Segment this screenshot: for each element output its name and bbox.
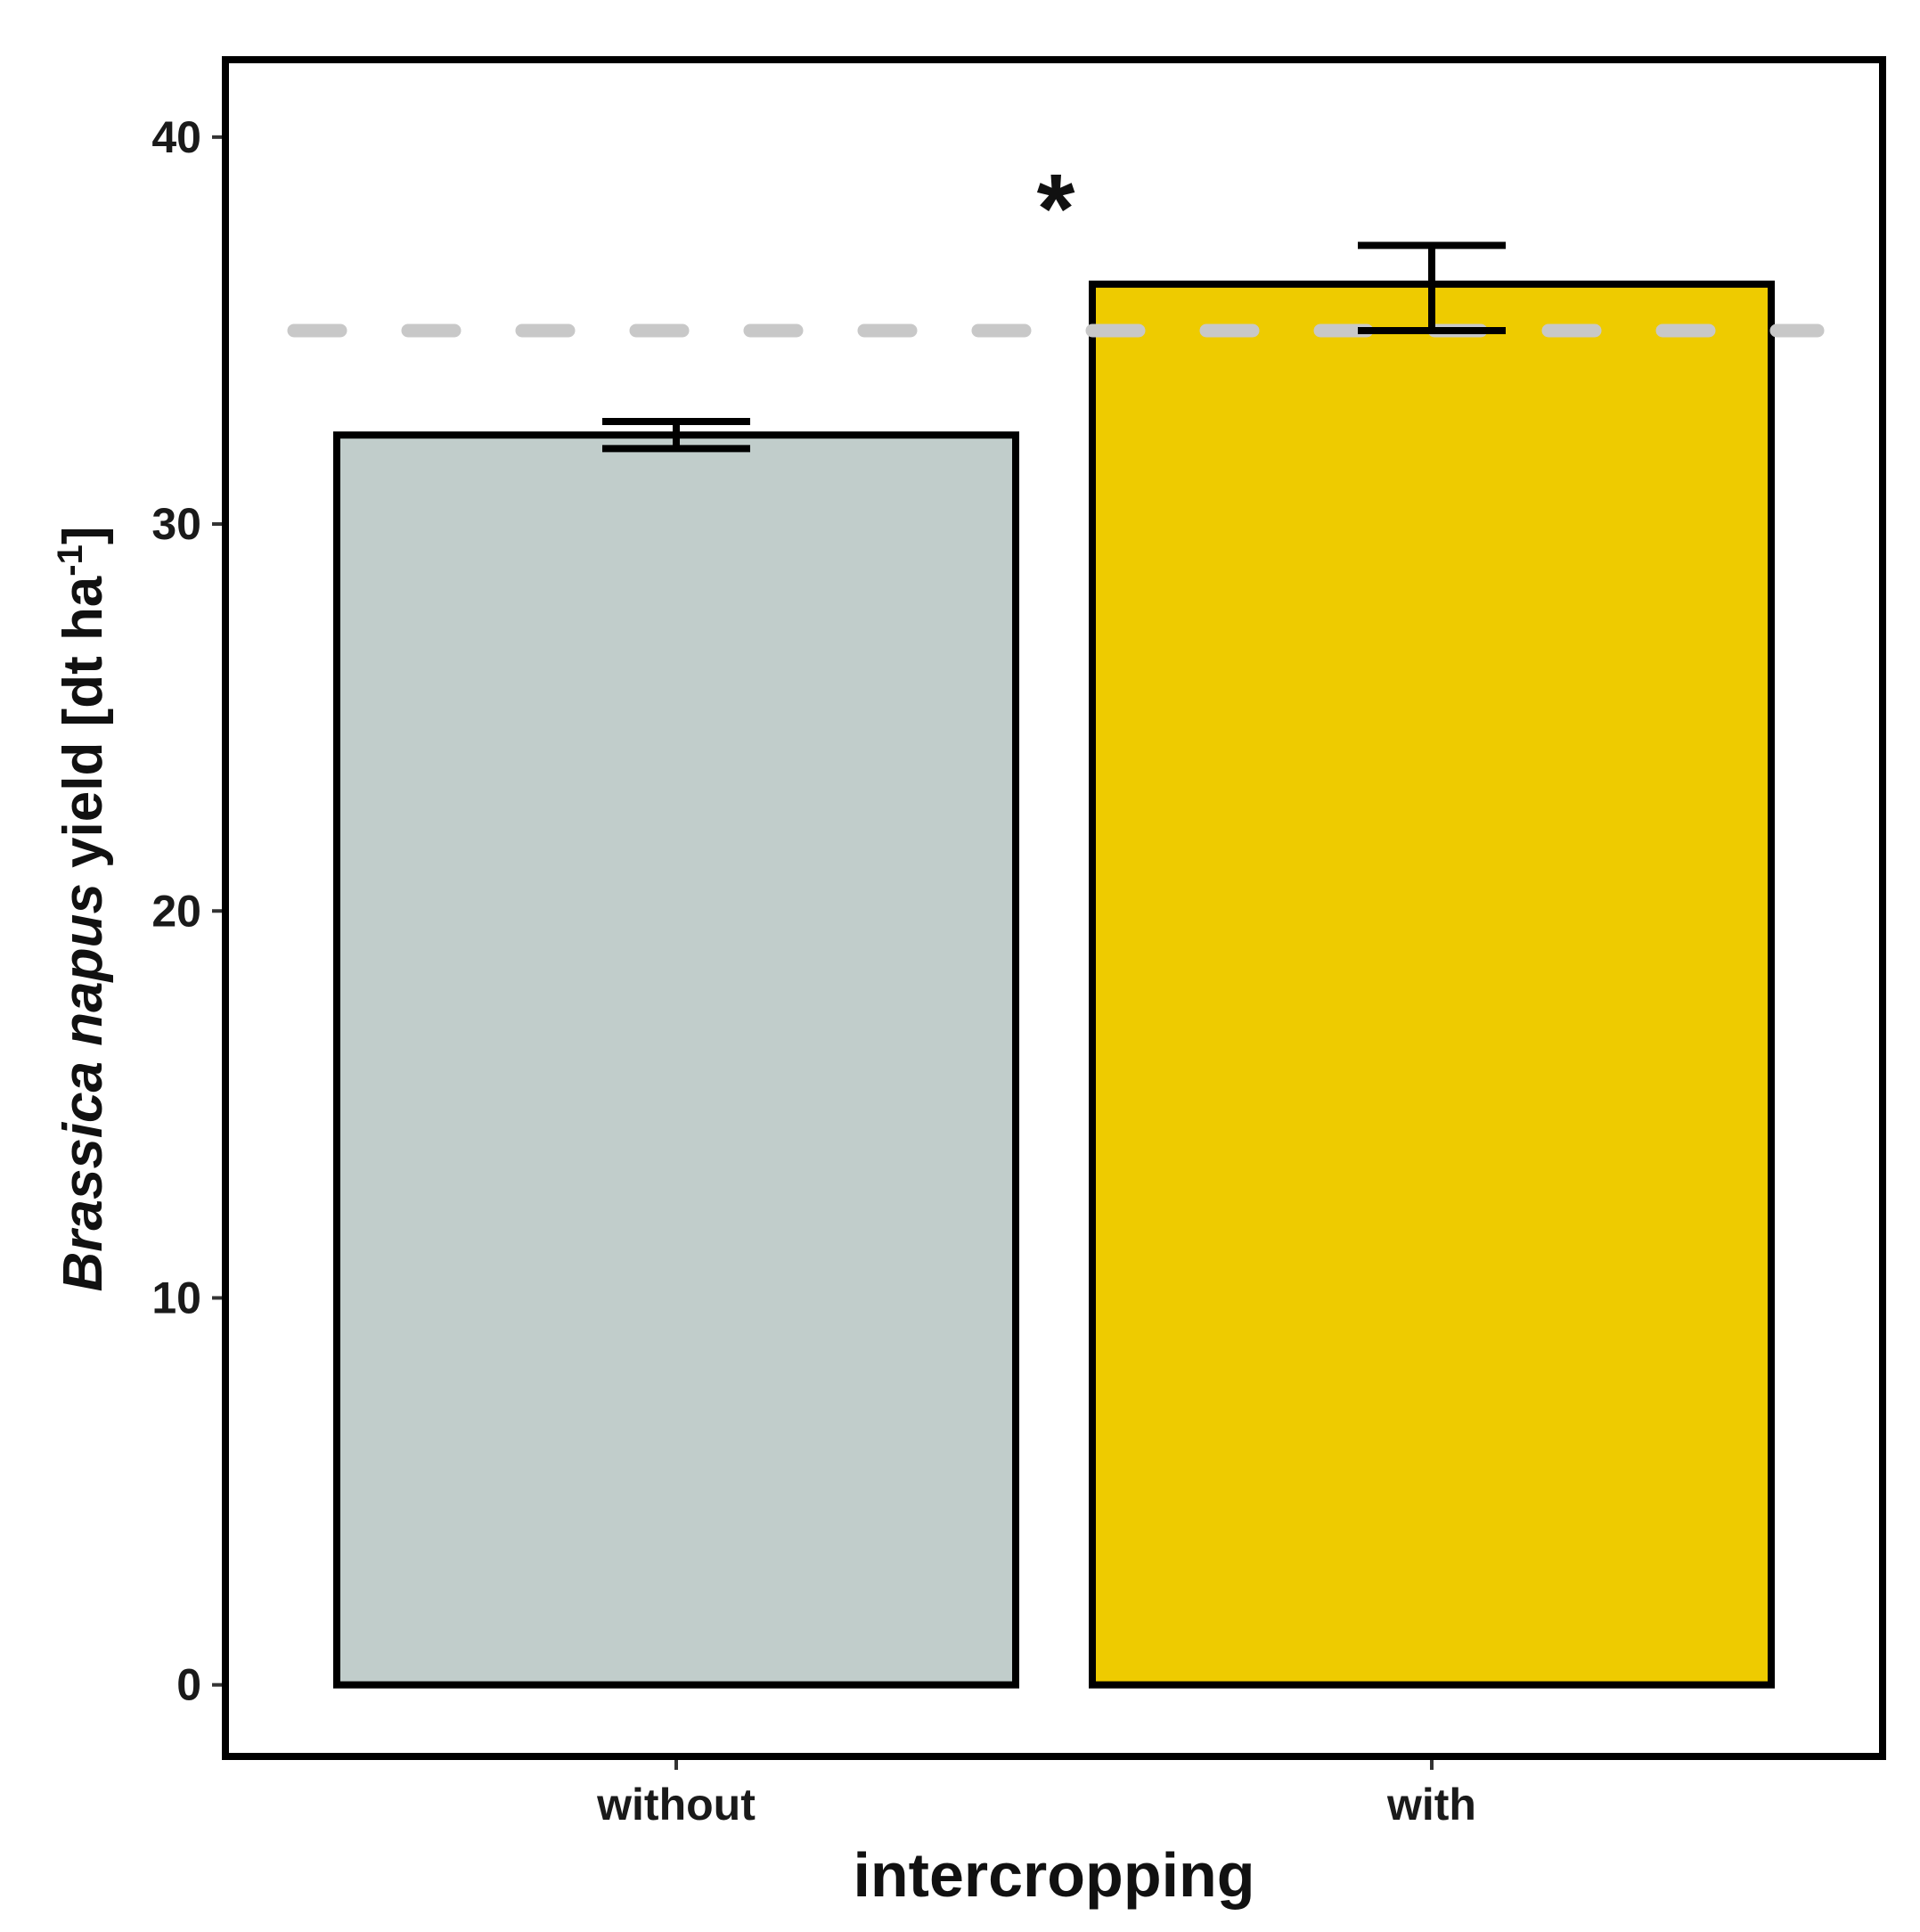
bar-without [333, 431, 1019, 1689]
axis-layer: 0 10 20 30 40 without with [151, 112, 1476, 1830]
y-tick-label-40: 40 [151, 112, 201, 162]
significance-asterisk: * [1037, 154, 1075, 264]
error-bar-with [1358, 242, 1506, 334]
x-axis-title: intercropping [853, 1840, 1254, 1910]
y-tick-label-20: 20 [151, 886, 201, 936]
y-tick-label-10: 10 [151, 1273, 201, 1322]
y-axis-title: Brassica napus yield [dt ha-1] [51, 526, 114, 1291]
y-axis-title-closing: ] [53, 526, 114, 544]
y-tick-label-30: 30 [151, 499, 201, 549]
y-axis-title-species: Brassica napus [53, 883, 114, 1291]
y-tick-label-0: 0 [176, 1660, 201, 1710]
x-tick-label-with: with [1386, 1780, 1476, 1830]
plot-panel-border [222, 56, 1886, 1760]
error-bar-without [602, 417, 750, 453]
y-axis-title-superscript: -1 [51, 544, 90, 577]
y-axis-title-unit: yield [dt ha [53, 576, 114, 883]
bars-layer [287, 242, 1825, 1689]
x-tick-label-without: without [596, 1780, 756, 1830]
bar-with [1089, 280, 1775, 1689]
